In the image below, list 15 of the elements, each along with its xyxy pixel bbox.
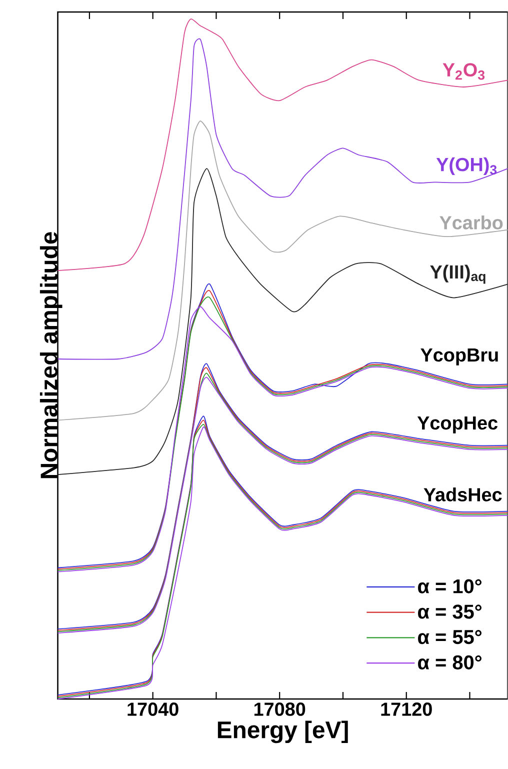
annotation: Y$_{2}$O$_{3}$ bbox=[442, 63, 485, 80]
x-tick-label: 17040 bbox=[128, 702, 178, 716]
legend-label: α = 10° bbox=[418, 579, 482, 594]
legend-label: α = 55° bbox=[418, 630, 482, 644]
x-tick-label: 17120 bbox=[381, 702, 432, 716]
legend-label: α = 35° bbox=[418, 604, 482, 619]
legend-label: α = 80° bbox=[418, 655, 482, 670]
y-axis-title: Normalized amplitude bbox=[40, 232, 62, 478]
annotation: Ycarbo bbox=[440, 215, 503, 230]
annotation: YadsHec bbox=[424, 487, 502, 502]
annotation: Y(III)$_{aq}$ bbox=[430, 264, 486, 284]
annotation: YcopHec bbox=[418, 416, 498, 434]
annotation: YcopBru bbox=[420, 348, 498, 366]
x-axis-title: Energy [eV] bbox=[218, 720, 348, 744]
x-tick-label: 17080 bbox=[254, 702, 306, 716]
